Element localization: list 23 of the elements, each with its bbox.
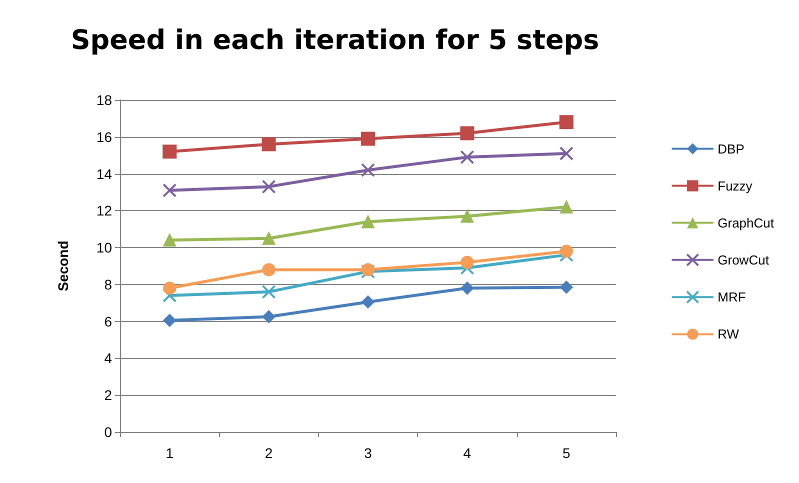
x-tick-label: 2 — [264, 445, 273, 461]
legend-label: GraphCut — [718, 215, 774, 230]
x-tick-label: 3 — [364, 445, 372, 461]
y-axis-title: Second — [55, 240, 71, 292]
y-tick-label: 12 — [96, 202, 112, 219]
y-tick-label: 14 — [96, 166, 112, 182]
y-tick-label: 2 — [104, 387, 112, 404]
legend-label: GrowCut — [718, 252, 770, 268]
y-tick-label: 8 — [104, 276, 112, 292]
y-tick-label: 16 — [96, 128, 112, 145]
legend-label: DBP — [718, 141, 744, 156]
legend-label: MRF — [718, 290, 746, 305]
x-tick-label: 1 — [166, 445, 174, 461]
y-tick-label: 4 — [104, 350, 112, 366]
y-tick-label: 18 — [96, 92, 112, 108]
y-tick-label: 10 — [96, 240, 112, 256]
y-tick-label: 6 — [104, 313, 112, 330]
x-tick-label: 5 — [562, 445, 570, 461]
x-tick-label: 4 — [463, 445, 472, 461]
legend-label: RW — [718, 326, 740, 342]
y-tick-label: 0 — [104, 424, 112, 440]
chart-title: Speed in each iteration for 5 steps — [70, 25, 600, 56]
legend-label: Fuzzy — [718, 178, 753, 194]
